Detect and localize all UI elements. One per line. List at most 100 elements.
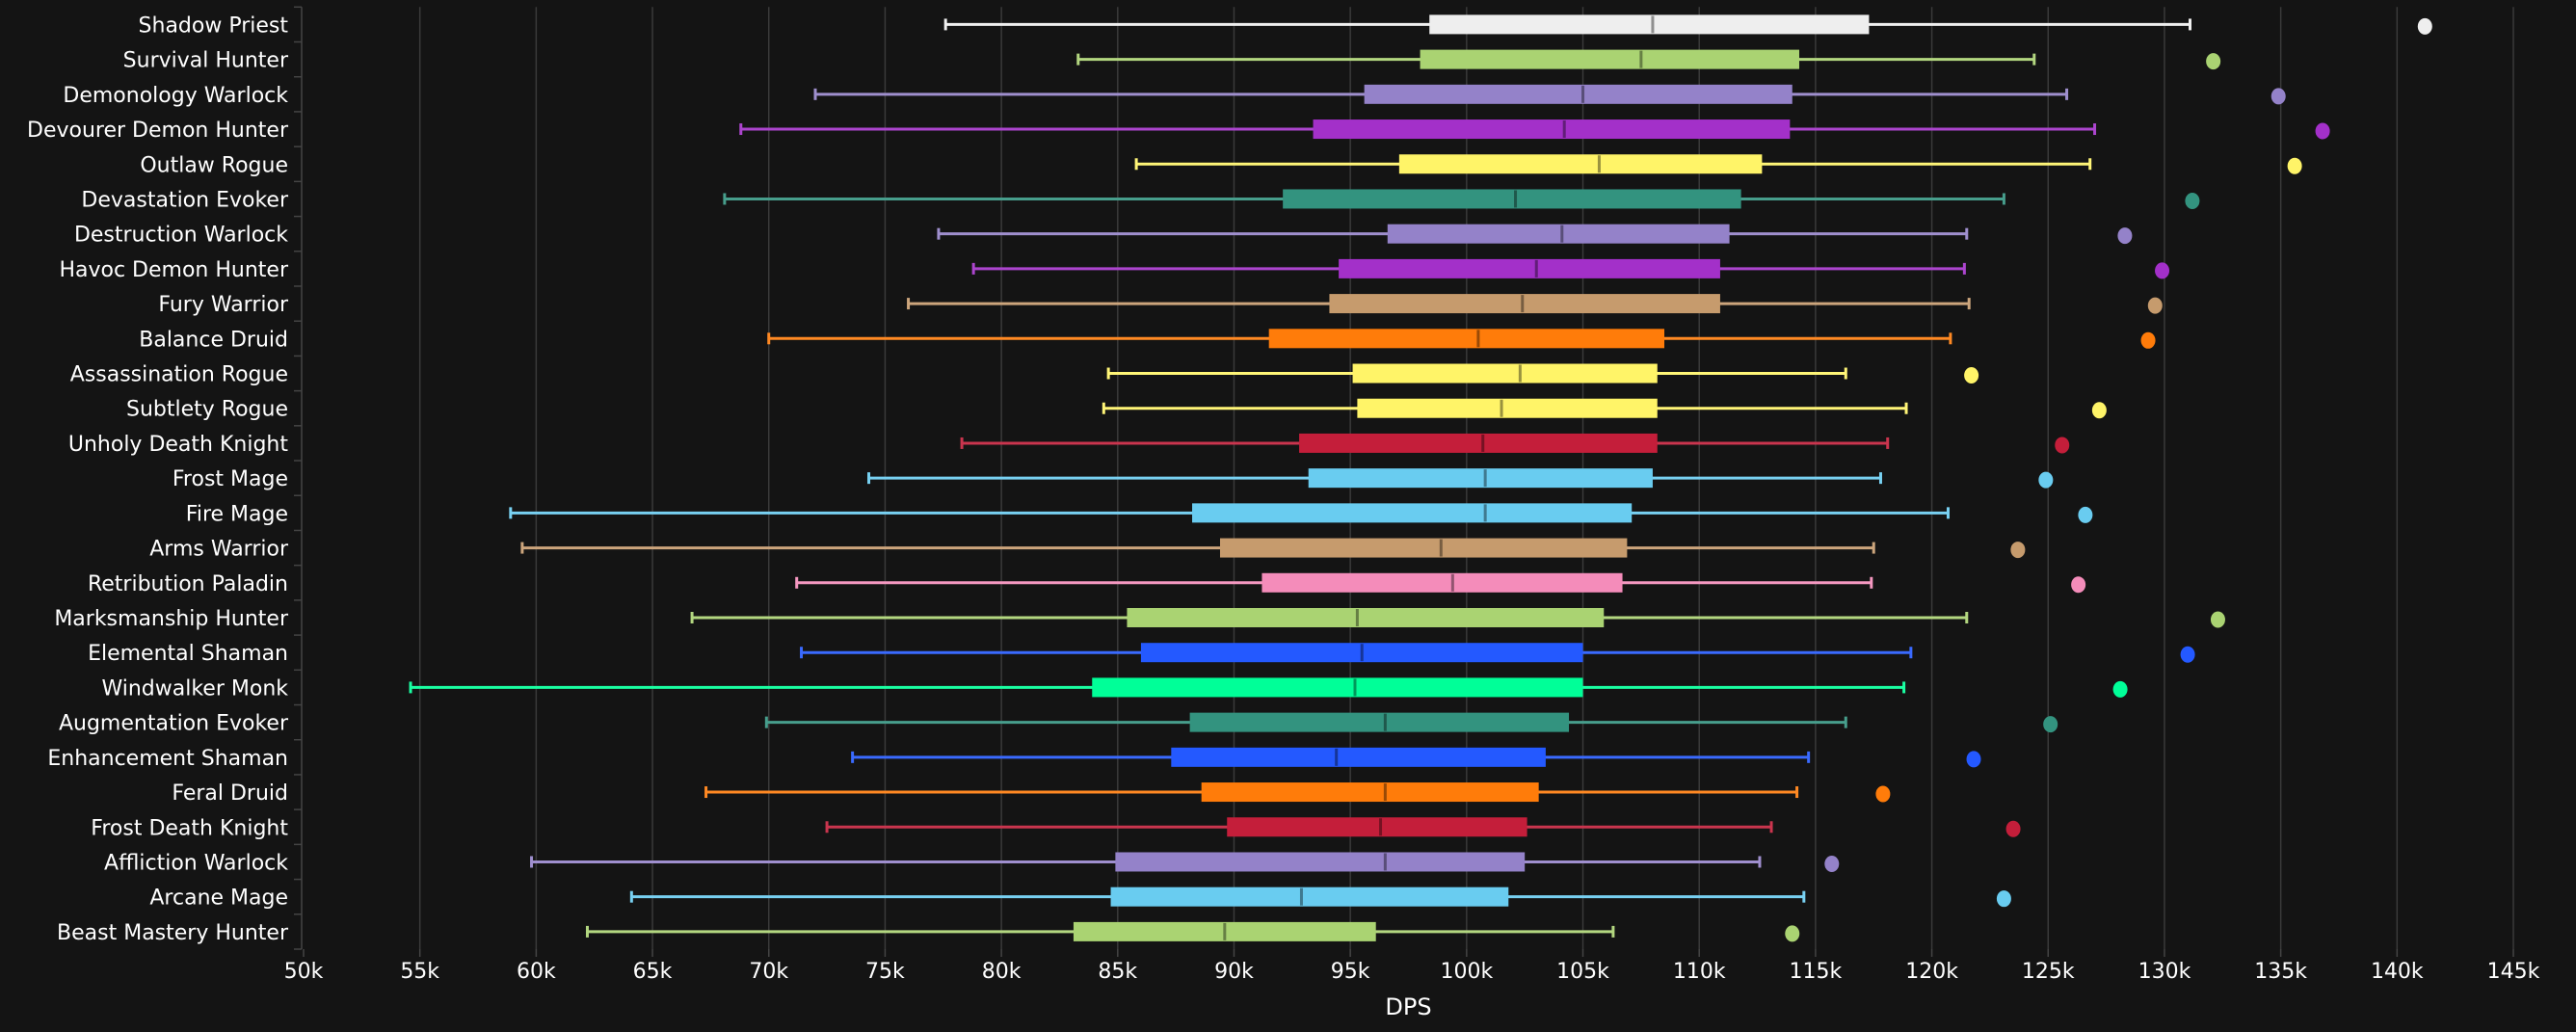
iqr-box	[1329, 294, 1720, 314]
iqr-box	[1227, 817, 1527, 837]
category-label: Augmentation Evoker	[59, 712, 289, 736]
iqr-box	[1364, 84, 1793, 104]
category-label: Retribution Paladin	[88, 572, 288, 596]
x-tick-label: 120k	[1905, 960, 1958, 984]
box-row	[937, 224, 2133, 245]
iqr-box	[1192, 503, 1633, 523]
x-axis-title: DPS	[1385, 993, 1431, 1020]
box-row	[825, 817, 2021, 837]
category-label: Devourer Demon Hunter	[27, 119, 289, 143]
category-label: Subtlety Rogue	[126, 398, 288, 422]
box-row	[585, 921, 1800, 942]
x-tick-label: 80k	[982, 960, 1022, 984]
iqr-box	[1283, 189, 1741, 209]
outlier-point	[2210, 611, 2225, 628]
x-tick-label: 105k	[1556, 960, 1609, 984]
x-tick-label: 60k	[517, 960, 556, 984]
outlier-point	[2315, 122, 2330, 140]
x-tick-label: 75k	[865, 960, 905, 984]
iqr-box	[1313, 119, 1791, 140]
outlier-point	[1785, 925, 1800, 942]
x-tick-label: 95k	[1331, 960, 1370, 984]
iqr-box	[1357, 398, 1658, 418]
box-row	[1102, 398, 2107, 419]
outlier-point	[2038, 471, 2054, 489]
outlier-point	[2185, 192, 2200, 209]
category-label: Feral Druid	[172, 781, 288, 806]
box-row	[520, 538, 2026, 559]
category-label: Enhancement Shaman	[47, 747, 288, 771]
outlier-point	[2271, 88, 2286, 105]
box-row	[764, 712, 2058, 733]
x-tick-label: 90k	[1214, 960, 1254, 984]
outlier-point	[1875, 785, 1891, 803]
box-row	[851, 747, 1981, 768]
box-series	[409, 14, 2432, 942]
iqr-box	[1092, 677, 1583, 698]
x-tick-label: 130k	[2138, 960, 2191, 984]
outlier-point	[2055, 437, 2070, 454]
outlier-point	[1996, 890, 2011, 908]
x-tick-label: 135k	[2254, 960, 2307, 984]
outlier-point	[2112, 680, 2128, 698]
x-tick-label: 115k	[1790, 960, 1843, 984]
iqr-box	[1261, 572, 1623, 593]
iqr-box	[1201, 782, 1539, 803]
category-label: Marksmanship Hunter	[54, 607, 289, 631]
box-row	[813, 84, 2286, 105]
outlier-point	[2071, 576, 2086, 594]
x-tick-label: 70k	[749, 960, 788, 984]
category-label: Arms Warrior	[149, 538, 289, 562]
outlier-point	[2417, 17, 2432, 35]
x-tick-label: 140k	[2371, 960, 2424, 984]
x-tick-label: 65k	[633, 960, 673, 984]
outlier-point	[1824, 855, 1840, 872]
x-tick-label: 55k	[400, 960, 439, 984]
box-row	[943, 14, 2432, 35]
category-label: Fury Warrior	[158, 293, 289, 317]
box-row	[867, 468, 2054, 489]
category-label: Assassination Rogue	[70, 363, 288, 387]
iqr-box	[1127, 607, 1605, 627]
box-row	[723, 189, 2200, 209]
category-label: Fire Mage	[186, 502, 288, 526]
outlier-point	[2117, 227, 2133, 245]
iqr-box	[1308, 468, 1653, 489]
outlier-point	[2091, 402, 2107, 419]
category-label: Shadow Priest	[139, 13, 289, 38]
outlier-point	[2287, 157, 2302, 174]
iqr-box	[1420, 49, 1799, 69]
category-label: Unholy Death Knight	[68, 433, 288, 457]
outlier-point	[2005, 820, 2021, 837]
outlier-point	[2155, 262, 2170, 279]
outlier-point	[2147, 297, 2163, 314]
category-label: Windwalker Monk	[101, 676, 288, 701]
category-label: Outlaw Rogue	[140, 153, 288, 177]
x-tick-label: 125k	[2022, 960, 2075, 984]
box-row	[509, 503, 2093, 523]
box-row	[704, 782, 1891, 803]
category-label: Beast Mastery Hunter	[57, 921, 289, 945]
outlier-point	[2140, 331, 2156, 349]
iqr-box	[1115, 852, 1526, 872]
outlier-point	[1964, 367, 1979, 384]
box-row	[1076, 49, 2221, 70]
iqr-box	[1398, 154, 1763, 174]
outlier-point	[2078, 506, 2093, 523]
category-label: Affliction Warlock	[104, 851, 288, 875]
outlier-point	[1966, 751, 1981, 768]
box-row	[800, 643, 2195, 663]
category-label: Survival Hunter	[123, 49, 289, 73]
x-tick-label: 50k	[284, 960, 324, 984]
x-tick-label: 145k	[2487, 960, 2540, 984]
box-row	[530, 852, 1840, 872]
category-label: Frost Mage	[173, 467, 288, 491]
box-row	[629, 886, 2011, 908]
iqr-box	[1171, 747, 1546, 767]
x-tick-label: 110k	[1673, 960, 1726, 984]
box-row	[1134, 154, 2302, 174]
outlier-point	[2206, 53, 2221, 70]
box-row	[960, 433, 2070, 454]
iqr-box	[1189, 712, 1570, 732]
